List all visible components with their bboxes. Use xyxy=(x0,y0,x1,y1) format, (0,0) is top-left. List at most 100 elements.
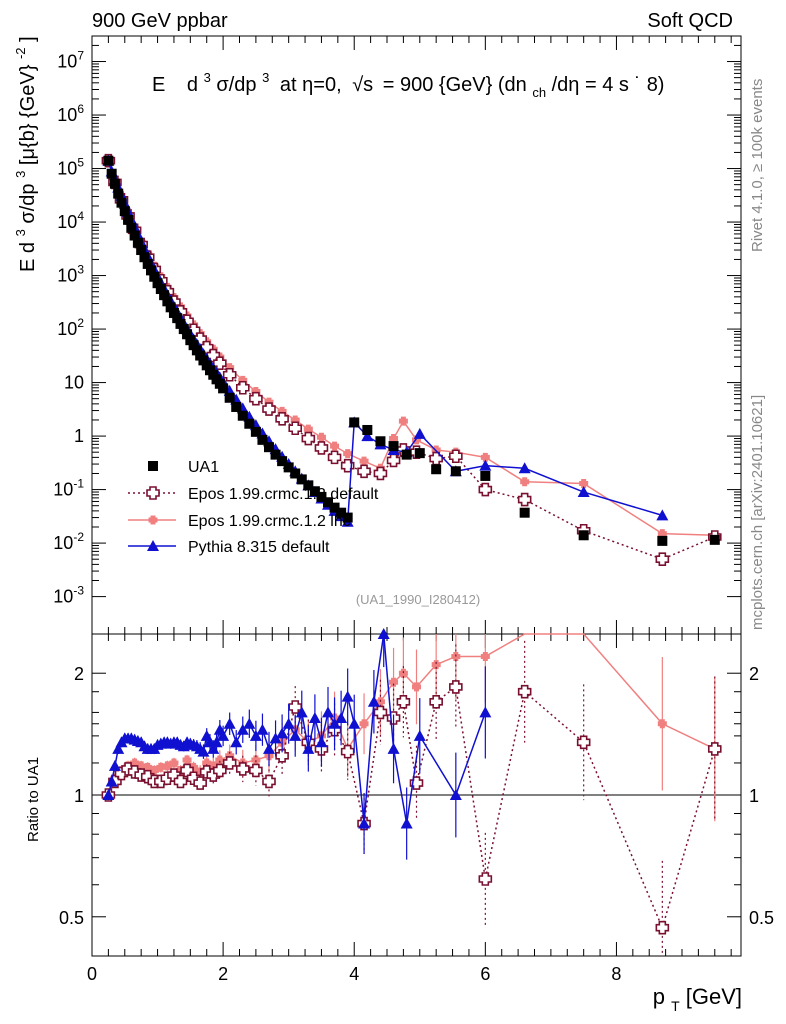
data-point-ua1 xyxy=(264,442,274,453)
data-point-epos_lhc xyxy=(579,478,589,488)
ratio-y-axis-label: Ratio to UA1 xyxy=(25,757,42,842)
title-part-c: 3 xyxy=(204,70,211,85)
ratio-point-epos_default xyxy=(340,744,355,759)
title-part-a: E xyxy=(152,74,165,96)
y-tick-exp: 3 xyxy=(77,263,84,277)
data-point-ua1 xyxy=(578,530,589,541)
data-point-ua1 xyxy=(136,245,147,256)
data-point-ua1 xyxy=(375,436,386,447)
ratio-point-epos_default xyxy=(576,735,591,750)
y-tick-base: 10 xyxy=(57,52,77,72)
y-tick-label: 10-2 xyxy=(53,530,84,553)
ratio-y-tick-label-right: 0.5 xyxy=(749,908,774,928)
data-point-ua1 xyxy=(270,449,281,460)
ratio-point-pythia xyxy=(358,817,371,829)
ratio-point-pythia xyxy=(217,729,230,741)
ratio-point-epos_default xyxy=(517,684,532,699)
data-point-ua1 xyxy=(175,318,186,329)
main-plot-title: E d 3 σ/dp 3 at η=0, √s = 900 {GeV} (dn … xyxy=(152,65,664,102)
ratio-line-epos_default xyxy=(107,685,716,930)
data-point-ua1 xyxy=(146,265,156,276)
ratio-point-epos_default xyxy=(262,774,276,789)
ratio-point-pythia xyxy=(223,717,236,729)
legend-label-epos-default: Epos 1.99.crmc.1.2 default xyxy=(188,486,379,503)
title-part-k: ˙ xyxy=(634,74,641,96)
title-part-d: σ/dp xyxy=(216,74,256,96)
ratio-point-pythia xyxy=(197,745,210,757)
ratio-point-pythia xyxy=(367,695,380,707)
ratio-point-pythia xyxy=(335,711,348,723)
ratio-point-epos_lhc xyxy=(149,765,159,775)
data-point-ua1 xyxy=(244,418,255,429)
xlabel-part-a: p xyxy=(653,984,665,1009)
ratio-point-pythia xyxy=(210,736,223,748)
ratio-point-pythia xyxy=(112,742,125,754)
y-tick-exp: 6 xyxy=(77,102,84,116)
data-point-ua1 xyxy=(349,417,360,428)
ratio-point-pythia xyxy=(302,742,315,754)
data-point-epos_default xyxy=(235,380,250,395)
y-tick-exp: 7 xyxy=(77,49,84,63)
x-tick-label: 8 xyxy=(611,964,621,984)
ratio-point-pythia xyxy=(322,706,334,718)
data-point-epos_default xyxy=(249,391,263,406)
reference-label: (UA1_1990_I280412) xyxy=(356,592,480,607)
y-tick-label: 10-1 xyxy=(53,477,84,500)
data-point-ua1 xyxy=(250,426,261,437)
title-part-e: 3 xyxy=(262,70,269,85)
y-tick-base: 10 xyxy=(53,480,73,500)
data-point-epos_lhc xyxy=(359,456,369,466)
data-point-ua1 xyxy=(277,456,288,467)
legend-marker-pythia xyxy=(147,540,159,551)
ratio-point-epos_default xyxy=(193,776,207,790)
ratio-point-epos_lhc xyxy=(657,719,667,729)
ratio-y-tick-label-right: 2 xyxy=(749,664,759,684)
data-point-ua1 xyxy=(237,410,248,421)
x-tick-label: 6 xyxy=(480,964,490,984)
data-point-ua1 xyxy=(132,237,143,248)
legend-markers xyxy=(128,461,176,551)
title-part-h: = 900 {GeV} (dn xyxy=(383,74,527,96)
main-y-axis-label: E d 3 σ/dp 3 [μ{b} {GeV} -2 ] xyxy=(8,36,39,272)
data-point-ua1 xyxy=(113,188,124,199)
data-point-epos_lhc xyxy=(343,449,353,459)
data-point-ua1 xyxy=(657,535,668,546)
data-point-ua1 xyxy=(342,512,353,523)
data-point-ua1 xyxy=(224,392,235,403)
data-point-ua1 xyxy=(178,324,189,335)
data-point-ua1 xyxy=(103,155,114,166)
data-point-ua1 xyxy=(231,401,242,412)
data-point-epos_lhc xyxy=(520,477,530,487)
ratio-point-pythia xyxy=(269,732,282,744)
y-tick-label: 10-3 xyxy=(53,584,84,607)
ratio-point-epos_lhc xyxy=(431,660,441,670)
ratio-series-pythia xyxy=(102,628,492,860)
y-tick-base: 10 xyxy=(57,266,77,286)
data-point-ua1 xyxy=(172,313,183,324)
y-tick-label: 106 xyxy=(57,102,84,125)
x-tick-label: 2 xyxy=(218,964,228,984)
ratio-point-pythia xyxy=(276,727,289,739)
ratio-point-pythia xyxy=(256,723,269,735)
header-right-title: Soft QCD xyxy=(647,10,733,32)
y-tick-base: 10 xyxy=(57,212,77,232)
y-tick-label: 1 xyxy=(74,426,84,446)
ratio-series-epos_default xyxy=(101,640,722,956)
data-point-ua1 xyxy=(414,448,425,459)
ratio-point-pythia xyxy=(102,789,115,800)
data-point-epos_lhc xyxy=(398,416,408,426)
legend-marker-ua1 xyxy=(148,461,158,471)
ylabel-part-e: [μ{b} {GeV} xyxy=(17,64,39,165)
data-point-ua1 xyxy=(152,278,163,289)
ratio-axis-ticks: 0.5 0.5 1 1 2 2 0 2 4 6 8 xyxy=(59,634,774,984)
header-left-title: 900 GeV ppbar xyxy=(92,10,228,32)
y-tick-base: 10 xyxy=(57,159,77,179)
data-point-epos_default xyxy=(357,464,371,479)
data-point-epos_lhc xyxy=(316,432,326,442)
x-tick-label: 4 xyxy=(349,964,359,984)
ratio-point-epos_lhc xyxy=(389,677,399,687)
y-tick-exp: 5 xyxy=(77,156,84,170)
y-tick-exp: 4 xyxy=(77,209,84,223)
data-point-epos_default xyxy=(222,367,237,382)
y-tick-label: 102 xyxy=(57,316,84,339)
